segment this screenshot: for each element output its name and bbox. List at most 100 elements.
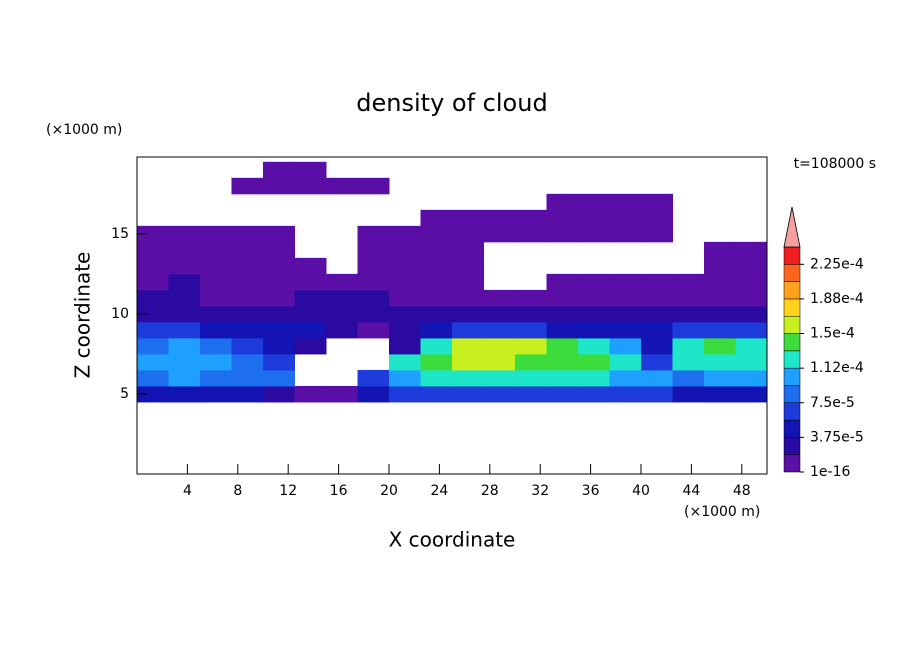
contour-cell <box>263 385 295 403</box>
contour-cell <box>294 257 327 275</box>
contour-cell <box>704 385 736 403</box>
x-tick-label: 8 <box>233 483 242 499</box>
contour-cell <box>578 273 610 291</box>
colorbar-tick-label: 1.5e-4 <box>810 326 855 342</box>
x-tick-label: 4 <box>183 483 192 499</box>
colorbar-tick-label: 3.75e-5 <box>810 429 864 445</box>
y-tick-label: 10 <box>111 306 129 322</box>
colorbar-box <box>783 454 801 473</box>
contour-cell <box>483 353 516 371</box>
contour-cell <box>735 321 768 339</box>
contour-cell <box>263 305 295 323</box>
contour-cell <box>609 353 642 371</box>
contour-cell <box>483 225 516 243</box>
contour-cell <box>578 385 610 403</box>
contour-cell <box>357 225 390 243</box>
contour-cell <box>231 273 264 291</box>
contour-cell <box>546 321 579 339</box>
contour-cell <box>609 225 642 243</box>
contour-cell <box>704 289 736 307</box>
contour-cell <box>609 321 642 339</box>
contour-cell <box>578 337 610 355</box>
contour-cell <box>672 321 705 339</box>
contour-cell <box>578 369 610 387</box>
contour-cell <box>420 209 453 227</box>
contour-cell <box>389 289 421 307</box>
colorbar-box <box>783 333 801 352</box>
contour-cell <box>200 321 232 339</box>
contour-cell <box>200 257 232 275</box>
contour-cell <box>735 241 768 259</box>
contour-cell <box>452 241 484 259</box>
contour-cell <box>641 193 673 211</box>
y-axis-label: Z coordinate <box>71 252 95 379</box>
contour-cell <box>546 273 579 291</box>
contour-cell <box>263 321 295 339</box>
contour-cell <box>294 177 327 195</box>
colorbar-tick-label: 1e-16 <box>810 464 850 480</box>
contour-cell <box>735 257 768 275</box>
colorbar-extend <box>783 206 801 248</box>
contour-cell <box>515 321 547 339</box>
colorbar-box <box>783 419 801 438</box>
colorbar-box <box>783 385 801 404</box>
contour-cell <box>452 209 484 227</box>
contour-cell <box>137 353 169 371</box>
contour-cell <box>609 289 642 307</box>
contour-cell <box>357 273 390 291</box>
contour-cell <box>200 369 232 387</box>
colorbar-box <box>783 350 801 369</box>
contour-cell <box>672 273 705 291</box>
x-tick-label: 40 <box>632 483 650 499</box>
contour-cell <box>420 225 453 243</box>
contour-cell <box>420 257 453 275</box>
contour-cell <box>420 241 453 259</box>
contour-cell <box>515 337 547 355</box>
contour-cell <box>704 241 736 259</box>
contour-cell <box>294 305 327 323</box>
contour-cell <box>231 305 264 323</box>
contour-cell <box>672 305 705 323</box>
contour-cell <box>672 385 705 403</box>
colorbar-box <box>783 298 801 317</box>
contour-cell <box>389 353 421 371</box>
contour-cell <box>168 257 201 275</box>
contour-cell <box>168 289 201 307</box>
contour-cell <box>137 257 169 275</box>
contour-cell <box>294 385 327 403</box>
contour-cell <box>326 305 358 323</box>
x-tick-label: 36 <box>582 483 600 499</box>
contour-cell <box>200 305 232 323</box>
contour-cell <box>389 369 421 387</box>
contour-cell <box>326 385 358 403</box>
contour-cell <box>641 209 673 227</box>
colorbar-box <box>783 402 801 421</box>
contour-cell <box>483 289 516 307</box>
contour-cell <box>735 273 768 291</box>
contour-cell <box>200 241 232 259</box>
contour-cell <box>168 273 201 291</box>
contour-cell <box>515 289 547 307</box>
contour-cell <box>420 369 453 387</box>
contour-cell <box>420 385 453 403</box>
contour-cell <box>546 225 579 243</box>
contour-cell <box>389 337 421 355</box>
contour-cell <box>704 353 736 371</box>
contour-cell <box>483 321 516 339</box>
contour-cell <box>137 241 169 259</box>
colorbar-box <box>783 437 801 455</box>
contour-cell <box>263 161 295 179</box>
y-tick-label: 15 <box>111 226 129 242</box>
contour-cell <box>168 225 201 243</box>
contour-cell <box>578 209 610 227</box>
contour-cell <box>609 305 642 323</box>
contour-cell <box>641 353 673 371</box>
contour-cell <box>483 369 516 387</box>
contour-cell <box>483 337 516 355</box>
contour-cell <box>609 193 642 211</box>
contour-cell <box>357 369 390 387</box>
contour-cell <box>137 337 169 355</box>
contour-cell <box>641 385 673 403</box>
contour-cell <box>420 337 453 355</box>
contour-cell <box>704 369 736 387</box>
